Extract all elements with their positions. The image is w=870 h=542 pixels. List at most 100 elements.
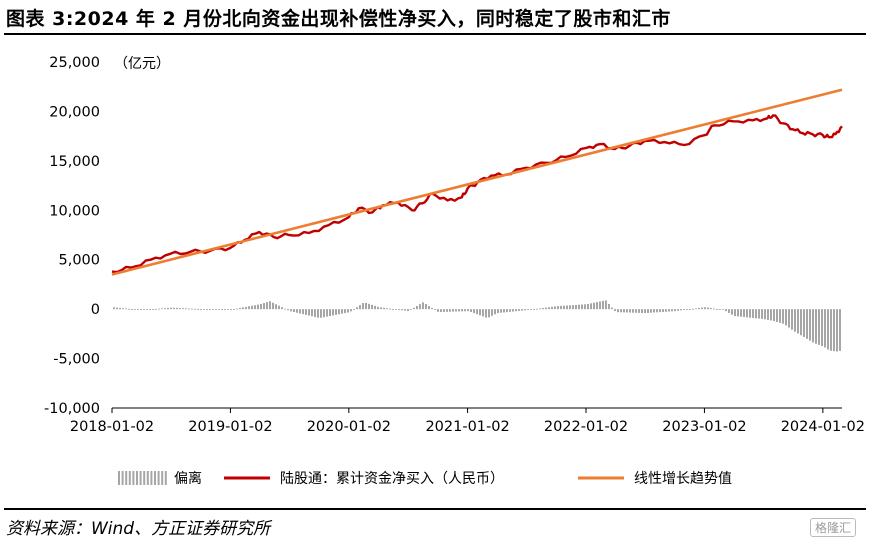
- deviation-bar: [770, 309, 772, 321]
- deviation-bar: [410, 309, 412, 310]
- deviation-bar: [356, 307, 358, 310]
- deviation-bar: [602, 300, 604, 310]
- deviation-bar: [404, 309, 406, 311]
- deviation-bar: [800, 309, 802, 336]
- legend-label: 陆股通：累计资金净买入（人民币）: [280, 471, 504, 487]
- deviation-bar: [113, 307, 115, 310]
- x-tick-label: 2020-01-02: [307, 419, 391, 435]
- deviation-bar: [653, 309, 655, 313]
- deviation-bar: [224, 309, 226, 310]
- legend: 偏离 陆股通：累计资金净买入（人民币） 线性增长趋势值: [118, 470, 732, 487]
- deviation-bar: [119, 307, 121, 310]
- legend-swatch-bar: [128, 471, 131, 485]
- deviation-bar: [686, 309, 688, 310]
- deviation-bar: [701, 307, 703, 310]
- deviation-bar: [611, 307, 613, 310]
- deviation-bar: [137, 309, 139, 310]
- deviation-bar: [659, 309, 661, 313]
- deviation-bar: [752, 309, 754, 318]
- deviation-bar: [332, 309, 334, 316]
- deviation-bar: [233, 309, 235, 310]
- deviation-bar: [152, 309, 154, 310]
- deviation-bar: [599, 301, 601, 310]
- deviation-bar: [278, 305, 280, 310]
- deviation-bar: [344, 309, 346, 314]
- northbound-cumulative-line: [111, 114, 843, 274]
- deviation-bar: [662, 309, 664, 312]
- title-rule: [4, 33, 866, 35]
- deviation-bar: [203, 309, 205, 310]
- deviation-bar: [209, 309, 211, 310]
- deviation-bar: [704, 307, 706, 310]
- deviation-bar: [617, 309, 619, 313]
- deviation-bar: [572, 305, 574, 310]
- deviation-bar: [743, 309, 745, 318]
- deviation-bar: [422, 302, 424, 310]
- watermark-logo: 格隆汇: [809, 518, 856, 537]
- deviation-bar: [776, 309, 778, 322]
- y-tick-label: 10,000: [49, 203, 100, 219]
- deviation-bar: [497, 309, 499, 314]
- deviation-bar: [425, 304, 427, 310]
- deviation-bar: [254, 305, 256, 310]
- deviation-bar: [239, 308, 241, 310]
- deviation-bar: [125, 308, 127, 310]
- y-tick-label: 20,000: [49, 104, 100, 120]
- deviation-bar: [455, 309, 457, 312]
- deviation-bar: [773, 309, 775, 322]
- deviation-bar: [251, 305, 253, 310]
- legend-swatch-bar: [161, 471, 164, 485]
- deviation-bar: [587, 303, 589, 310]
- deviation-bar: [536, 308, 538, 310]
- deviation-bar: [377, 306, 379, 310]
- deviation-bar: [650, 309, 652, 313]
- deviation-bar: [194, 308, 196, 310]
- deviation-bar: [299, 309, 301, 314]
- legend-swatch-bar: [121, 471, 124, 485]
- deviation-bar: [380, 307, 382, 310]
- deviation-bar: [413, 307, 415, 310]
- deviation-bar: [185, 308, 187, 310]
- deviation-bar: [236, 308, 238, 310]
- deviation-bar: [431, 307, 433, 310]
- deviation-bar: [788, 309, 790, 328]
- deviation-bar: [305, 309, 307, 315]
- deviation-bar: [302, 309, 304, 315]
- deviation-bar: [632, 309, 634, 313]
- source-note: 资料来源：Wind、方正证券研究所: [6, 519, 271, 539]
- deviation-bar: [809, 309, 811, 341]
- deviation-bar: [476, 309, 478, 315]
- deviation-bar: [818, 309, 820, 345]
- x-tick-label: 2022-01-02: [544, 419, 628, 435]
- deviation-bar: [458, 309, 460, 312]
- deviation-bar: [746, 309, 748, 318]
- deviation-bar: [674, 309, 676, 312]
- deviation-bar: [182, 308, 184, 310]
- deviation-bar: [371, 304, 373, 310]
- deviation-bar: [221, 309, 223, 310]
- deviation-bar: [179, 308, 181, 310]
- legend-label: 偏离: [174, 470, 202, 487]
- deviation-bar: [623, 309, 625, 313]
- deviation-bar: [614, 309, 616, 312]
- deviation-bar: [155, 308, 157, 310]
- deviation-bar: [656, 309, 658, 313]
- deviation-bar: [296, 309, 298, 313]
- deviation-bar: [620, 309, 622, 313]
- deviation-bar: [464, 309, 466, 312]
- deviation-bar: [515, 309, 517, 312]
- deviation-bar: [353, 309, 355, 310]
- deviation-bar: [803, 309, 805, 337]
- deviation-bar: [683, 309, 685, 310]
- deviation-bar: [506, 309, 508, 313]
- deviation-bars: [113, 300, 841, 352]
- deviation-bar: [644, 309, 646, 314]
- deviation-bar: [533, 309, 535, 310]
- deviation-bar: [386, 308, 388, 310]
- legend-swatch-bar: [132, 471, 135, 485]
- deviation-bar: [341, 309, 343, 314]
- deviation-bar: [821, 309, 823, 347]
- deviation-bar: [323, 309, 325, 318]
- deviation-bar: [677, 309, 679, 311]
- deviation-bar: [827, 309, 829, 350]
